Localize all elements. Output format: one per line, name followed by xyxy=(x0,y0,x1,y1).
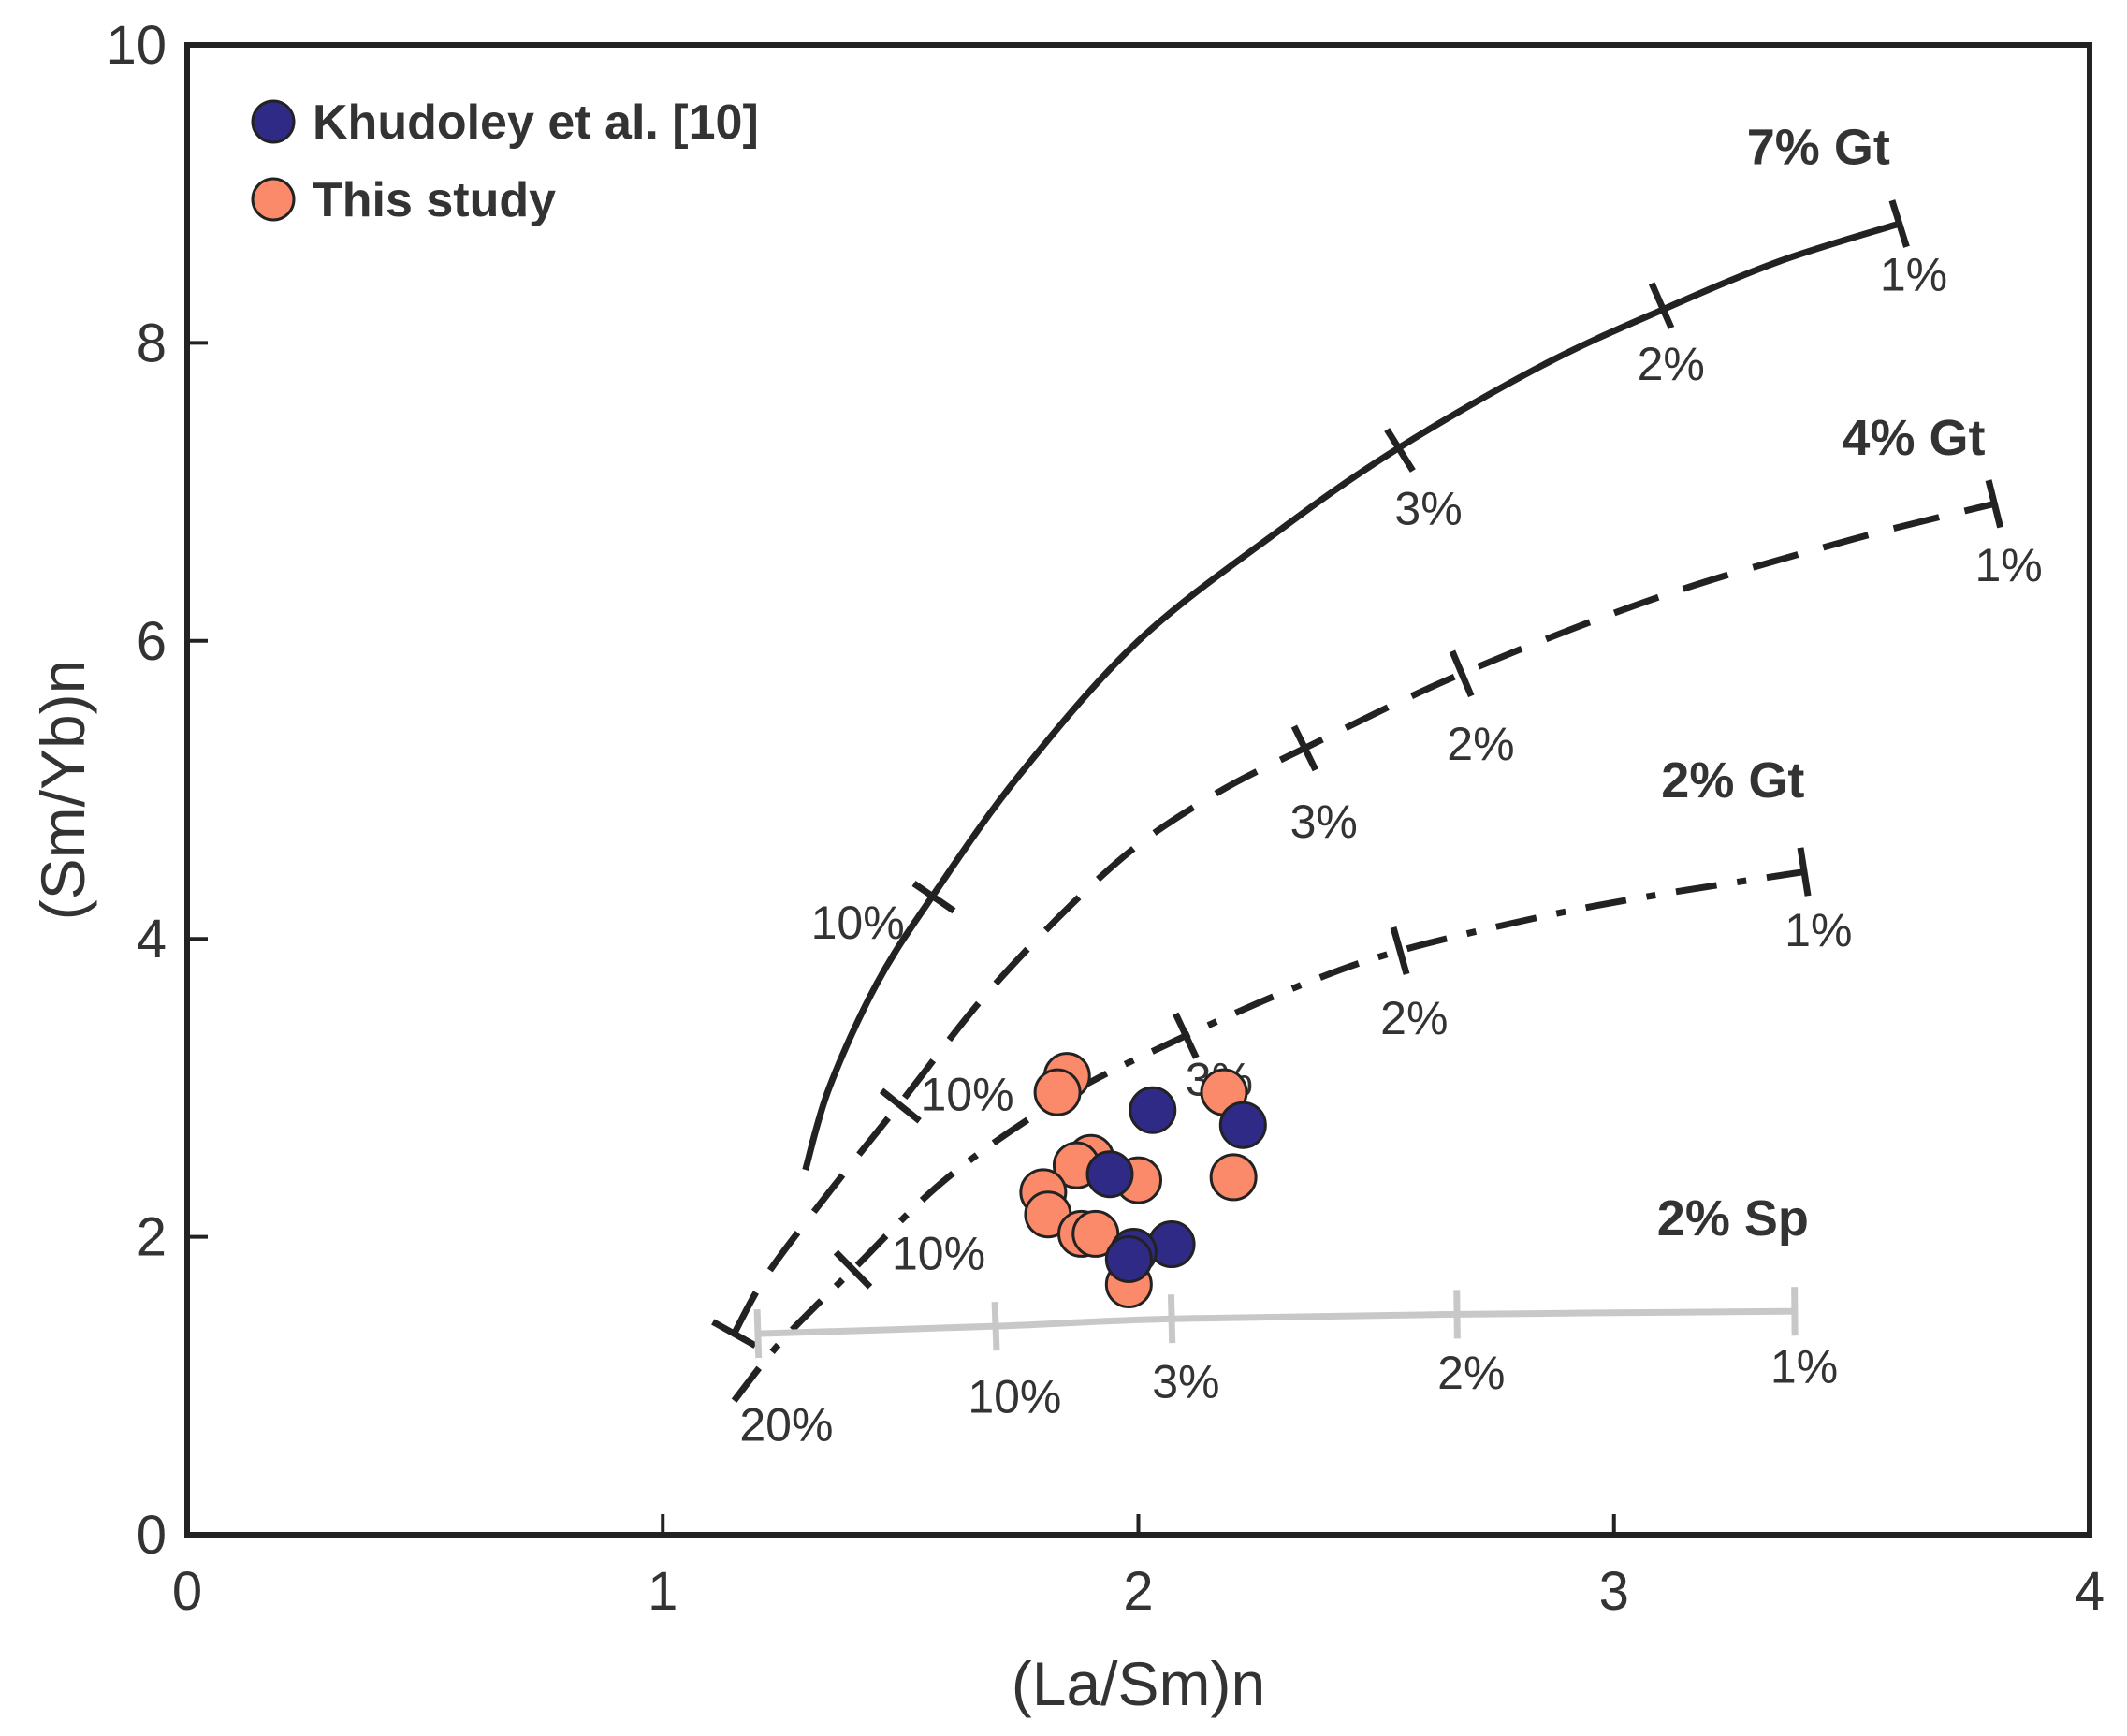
annotation-name-2sp: 2% Sp xyxy=(1657,1190,1809,1247)
curve-tick-mark xyxy=(879,1087,922,1124)
legend-label-khudoley: Khudoley et al. [10] xyxy=(313,95,759,150)
annotation-gt4-3: 3% xyxy=(1290,795,1358,848)
curve-7-gt xyxy=(802,199,1910,1171)
series-khudoley-et-al-10- xyxy=(1085,1086,1267,1283)
curve-tick-mark xyxy=(1390,926,1410,975)
y-tick-label: 0 xyxy=(137,1505,167,1566)
annotation-name-7gt: 7% Gt xyxy=(1747,119,1890,175)
curve-line xyxy=(757,1307,1795,1337)
annotation-gt2-1: 1% xyxy=(1785,904,1852,956)
data-point xyxy=(1033,1068,1082,1116)
x-tick-label: 1 xyxy=(648,1561,677,1622)
curve-line xyxy=(802,220,1901,1171)
data-point xyxy=(1085,1150,1134,1199)
legend: Khudoley et al. [10] This study xyxy=(251,95,759,227)
curve-tick-mark xyxy=(711,1319,757,1349)
curve-tick-mark xyxy=(1453,1290,1461,1339)
y-tick-label: 10 xyxy=(106,15,167,76)
annotation-gt7-3: 3% xyxy=(1394,483,1462,535)
y-tick-label: 4 xyxy=(137,909,167,970)
x-tick-label: 0 xyxy=(172,1561,202,1622)
data-point xyxy=(1209,1153,1258,1202)
curve-line xyxy=(731,868,1805,1403)
melting-curves xyxy=(711,199,2004,1403)
curve-tick-mark xyxy=(1797,847,1812,897)
annotation-gt7-10: 10% xyxy=(811,897,905,949)
annotation-gt4-20: 20% xyxy=(739,1399,833,1452)
curve-2-gt xyxy=(731,847,1812,1403)
annotation-gt7-1: 1% xyxy=(1880,249,1947,301)
curve-tick-mark xyxy=(1985,479,2004,529)
curve-line xyxy=(731,500,1996,1335)
curve-4-gt xyxy=(711,479,2004,1349)
annotation-gt2-2: 2% xyxy=(1380,992,1448,1044)
y-tick-label: 8 xyxy=(137,313,167,373)
annotation-sp-2: 2% xyxy=(1437,1347,1505,1399)
annotation-name-4gt: 4% Gt xyxy=(1842,410,1985,466)
annotation-gt4-2: 2% xyxy=(1447,718,1514,770)
curve-2-sp xyxy=(753,1287,1799,1359)
axes: 0 1 2 3 4 0 2 4 6 8 10 xyxy=(106,15,2105,1622)
annotation-gt4-1: 1% xyxy=(1974,539,2042,591)
curve-tick-mark xyxy=(833,1249,873,1290)
curve-tick-mark xyxy=(911,881,956,914)
annotation-gt7-2: 2% xyxy=(1638,338,1705,390)
legend-label-this-study: This study xyxy=(313,173,556,227)
curve-tick-mark xyxy=(1449,649,1475,698)
data-point xyxy=(1129,1086,1177,1134)
data-point xyxy=(1218,1101,1267,1149)
y-tick-label: 2 xyxy=(137,1207,167,1268)
annotation-sp-3: 3% xyxy=(1152,1356,1219,1408)
y-tick-label: 6 xyxy=(137,611,167,672)
x-tick-label: 4 xyxy=(2075,1561,2105,1622)
annotations: 1%2%3%10%1%2%3%10%20%1%2%3%10%1%2%3%10%7… xyxy=(739,119,2042,1451)
x-tick-label: 3 xyxy=(1599,1561,1629,1622)
legend-marker-this-study xyxy=(251,177,296,222)
curve-tick-mark xyxy=(1173,1012,1200,1059)
curve-tick-mark xyxy=(753,1308,763,1359)
y-axis-title: (Sm/Yb)n xyxy=(28,660,97,921)
x-axis-title: (La/Sm)n xyxy=(1012,1649,1265,1718)
curve-tick-mark xyxy=(1290,724,1318,772)
curve-tick-mark xyxy=(1648,282,1675,329)
legend-marker-khudoley xyxy=(251,99,296,144)
annotation-name-2gt: 2% Gt xyxy=(1661,752,1804,809)
annotation-sp-10: 10% xyxy=(968,1370,1061,1422)
annotation-gt4-10: 10% xyxy=(920,1068,1013,1120)
curve-tick-mark xyxy=(991,1302,1000,1351)
data-point xyxy=(1104,1234,1153,1283)
annotation-sp-1: 1% xyxy=(1770,1341,1838,1393)
curve-tick-mark xyxy=(1384,428,1416,473)
x-tick-label: 2 xyxy=(1123,1561,1153,1622)
data-points xyxy=(1019,1052,1267,1309)
curve-tick-mark xyxy=(1888,199,1910,248)
curve-tick-mark xyxy=(1167,1294,1176,1344)
annotation-gt2-10: 10% xyxy=(892,1228,985,1280)
